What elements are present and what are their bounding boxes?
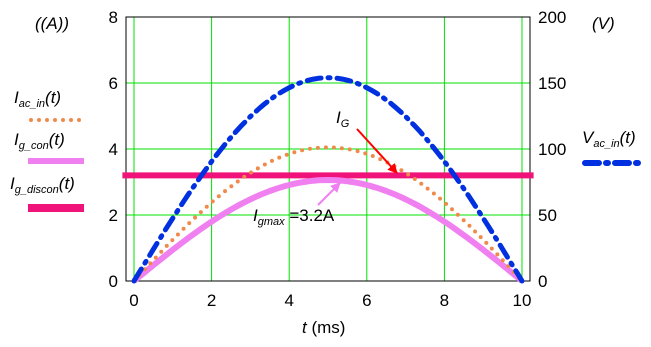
x-axis-label: t (ms) — [302, 318, 346, 337]
legend-label-ig-con: Ig_con(t) — [14, 130, 65, 152]
legend-swatch-iac-in — [29, 118, 84, 122]
x-tick-label: 6 — [362, 291, 371, 310]
y-left-tick-label: 4 — [109, 140, 118, 159]
ig-arrow — [356, 128, 398, 174]
x-tick-label: 0 — [129, 291, 138, 310]
x-tick-label: 8 — [440, 291, 449, 310]
y-right-tick-label: 200 — [538, 8, 566, 27]
y-right-unit-label: (V) — [592, 14, 615, 33]
series-line-i-ac-in — [132, 145, 524, 283]
y-left-unit-label: ((A)) — [35, 14, 70, 33]
y-left-tick-label: 8 — [109, 8, 118, 27]
annotation-igmax: Igmax =3.2A — [253, 206, 335, 228]
x-tick-label: 10 — [513, 291, 532, 310]
y-right-tick-label: 100 — [538, 140, 566, 159]
legend-swatch-ig-discon — [28, 204, 84, 212]
legend-label-vac-in: Vac_in(t) — [582, 128, 636, 150]
legend-swatch-ig-con — [28, 158, 84, 164]
igmax-arrow — [317, 182, 341, 206]
series-line-i-g-con — [132, 177, 524, 284]
y-right-tick-label: 50 — [538, 206, 557, 225]
legend-label-iac-in: Iac_in(t) — [14, 88, 62, 110]
legend-swatch-vac-in — [582, 160, 646, 166]
legend-label-ig-discon: Ig_discon(t) — [10, 174, 75, 196]
y-left-tick-labels: 0 2 4 6 8 — [109, 8, 118, 291]
x-tick-label: 4 — [284, 291, 293, 310]
x-tick-labels: 0 2 4 6 8 10 — [129, 291, 531, 310]
y-right-tick-label: 0 — [538, 272, 547, 291]
y-right-tick-labels: 0 50 100 150 200 — [538, 8, 566, 291]
x-tick-label: 2 — [207, 291, 216, 310]
y-left-tick-label: 6 — [109, 74, 118, 93]
series-line-v-ac-in — [131, 75, 525, 284]
series-lines — [122, 75, 534, 284]
plot-frame — [125, 16, 531, 282]
annotation-ig: IG — [336, 108, 350, 130]
y-right-tick-label: 150 — [538, 74, 566, 93]
y-left-tick-label: 2 — [109, 206, 118, 225]
y-left-tick-label: 0 — [109, 272, 118, 291]
